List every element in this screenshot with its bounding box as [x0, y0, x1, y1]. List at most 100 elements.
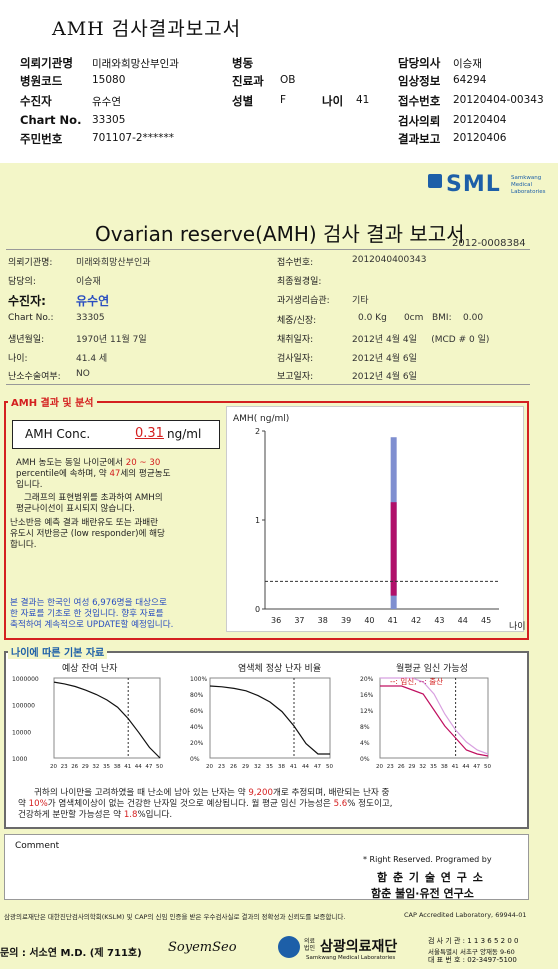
text: 약 — [18, 799, 26, 809]
text: 입니다. — [16, 480, 43, 490]
amh-result-box — [4, 401, 529, 640]
x-tick-label: 41 — [124, 764, 131, 770]
x-tick-label: 23 — [387, 764, 394, 770]
legend-birth: 출산 — [429, 677, 444, 686]
y-tick-label: 100% — [190, 676, 207, 683]
rights-text: * Right Reserved. Programed by — [363, 855, 492, 864]
logo-sub-line: Medical — [511, 182, 533, 188]
header-value: 15080 — [92, 74, 126, 86]
org-line-2: 함춘 불임·유전 연구소 — [371, 887, 474, 900]
text: percentile에 속하며, 약 — [16, 469, 107, 479]
y-tick-label: 40% — [190, 724, 204, 731]
info-value: 유수연 — [76, 294, 110, 308]
x-tick-label: 39 — [341, 616, 351, 625]
age-key: 나이 — [322, 94, 344, 108]
sml-logo: SML — [446, 172, 501, 197]
header-key: 검사의뢰 — [398, 114, 441, 128]
x-tick-label: 50 — [156, 764, 163, 770]
y-tick-label: 20% — [190, 740, 204, 747]
text: % 정도이고, — [347, 799, 393, 809]
y-tick-label: 16% — [360, 692, 374, 699]
x-tick-label: 44 — [458, 616, 468, 625]
x-tick-label: 20 — [206, 764, 213, 770]
series-line-pregnancy — [380, 677, 489, 755]
x-tick-label: 40 — [364, 616, 374, 625]
y-tick-label: 0% — [360, 756, 370, 763]
x-tick-label: 41 — [452, 764, 459, 770]
x-tick-label: 35 — [266, 764, 273, 770]
plot-area — [53, 677, 161, 759]
equivalent-age: 47 — [109, 469, 121, 479]
info-key: Chart No.: — [8, 313, 54, 323]
mini-chart-title: 예상 잔여 난자 — [62, 664, 118, 674]
series-line — [209, 685, 330, 755]
text: 난소반응 예측 결과 배란유도 또는 과배란 — [10, 518, 159, 528]
normal-chromosome-chart: 100% 80% 60% 40% 20% 0% 20 23 26 29 32 35 38 41 44 47 50 — [190, 676, 333, 770]
header-value: 이승재 — [453, 58, 482, 70]
x-tick-label: 20 — [376, 764, 383, 770]
series-line — [53, 681, 161, 759]
x-tick-label: 44 — [302, 764, 309, 770]
x-tick-label: 26 — [71, 764, 78, 770]
info-value: 0.0 Kg 0cm BMI: 0.00 — [358, 313, 484, 323]
logo-sub-line: Laboratories — [511, 189, 546, 195]
x-tick-label: 35 — [430, 764, 437, 770]
x-tick-label: 32 — [419, 764, 426, 770]
x-tick-label: 47 — [314, 764, 321, 770]
x-tick-label: 38 — [114, 764, 121, 770]
patient-range-bar — [390, 502, 397, 596]
info-value: 2012년 4월 6일 — [352, 354, 417, 364]
divider — [6, 384, 530, 385]
y-tick-label: 10000 — [12, 729, 31, 736]
y-tick-label: 1000000 — [12, 676, 39, 683]
mini-chart-title: 염색체 정상 난자 비율 — [238, 664, 322, 674]
percentile-range: 20 ~ 30 — [125, 458, 161, 468]
comment-label: Comment — [15, 841, 60, 851]
data-source-note: 본 결과는 한국인 여성 6,976명을 대상으로 한 자료를 기초로 한 것입… — [10, 598, 226, 631]
info-value: 이승재 — [76, 277, 101, 287]
x-tick-label: 29 — [82, 764, 89, 770]
amh-conc-box: AMH Conc. 0.31 ng/ml — [12, 420, 220, 449]
header-key: 성별 — [232, 94, 254, 108]
analysis-paragraph-1: AMH 농도는 동일 나이군에서 20 ~ 30 percentile에 속하며… — [16, 458, 222, 491]
info-key: 보고일자: — [277, 372, 314, 382]
info-value: 기타 — [352, 296, 369, 306]
header-value: 701107-2****** — [92, 132, 175, 144]
info-key: 체중/신장: — [277, 316, 317, 326]
normal-egg-percent: 10% — [28, 799, 48, 809]
text: 개로 추정되며, 배란되는 난자 중 — [272, 788, 390, 798]
header-key: 병동 — [232, 56, 254, 70]
x-tick-label: 43 — [434, 616, 444, 625]
x-tick-label: 23 — [61, 764, 68, 770]
info-value: 41.4 세 — [76, 354, 108, 364]
y-tick-label: 0% — [190, 756, 200, 763]
info-key: 최종월경일: — [277, 277, 322, 287]
info-value: 33305 — [76, 313, 105, 323]
x-tick-label: 47 — [145, 764, 152, 770]
info-value: 미래와희망산부인과 — [76, 258, 151, 268]
conc-label: AMH Conc. — [25, 427, 91, 441]
x-tick-label: 45 — [481, 616, 491, 625]
y-tick-label: 8% — [360, 724, 370, 731]
doctor-signature: SoyemSeo — [168, 940, 237, 955]
x-tick-label: 42 — [411, 616, 421, 625]
x-tick-label: 50 — [484, 764, 491, 770]
foundation-eng: Samkwang Medical Laboratories — [306, 955, 396, 961]
foundation-name: 삼광의료재단 — [320, 939, 398, 955]
org-line-1: 함 춘 기 술 연 구 소 — [377, 871, 484, 884]
y-tick-label: 4% — [360, 740, 370, 747]
x-tick-label: 23 — [218, 764, 225, 770]
header-value: 20120406 — [453, 132, 507, 144]
text: 건강하게 분만할 가능성은 약 — [18, 810, 122, 820]
text: 한 자료를 기초로 한 것입니다. 향후 자료를 — [10, 609, 164, 619]
header-key: 결과보고 — [398, 132, 441, 146]
remaining-eggs-chart: 1000000 100000 10000 1000 20 23 26 29 32 35 38 41 44… — [12, 676, 163, 770]
header-value: F — [280, 94, 287, 106]
header-value: 20120404 — [453, 114, 507, 126]
pregnancy-legend: --: 임신, --: 출산 — [390, 677, 444, 686]
header-key: 진료과 — [232, 74, 264, 88]
info-key: 의뢰기관명: — [8, 258, 53, 268]
header-key: 담당의사 — [398, 56, 441, 70]
y-tick-label: 80% — [190, 692, 204, 699]
y-tick-label: 12% — [360, 708, 374, 715]
